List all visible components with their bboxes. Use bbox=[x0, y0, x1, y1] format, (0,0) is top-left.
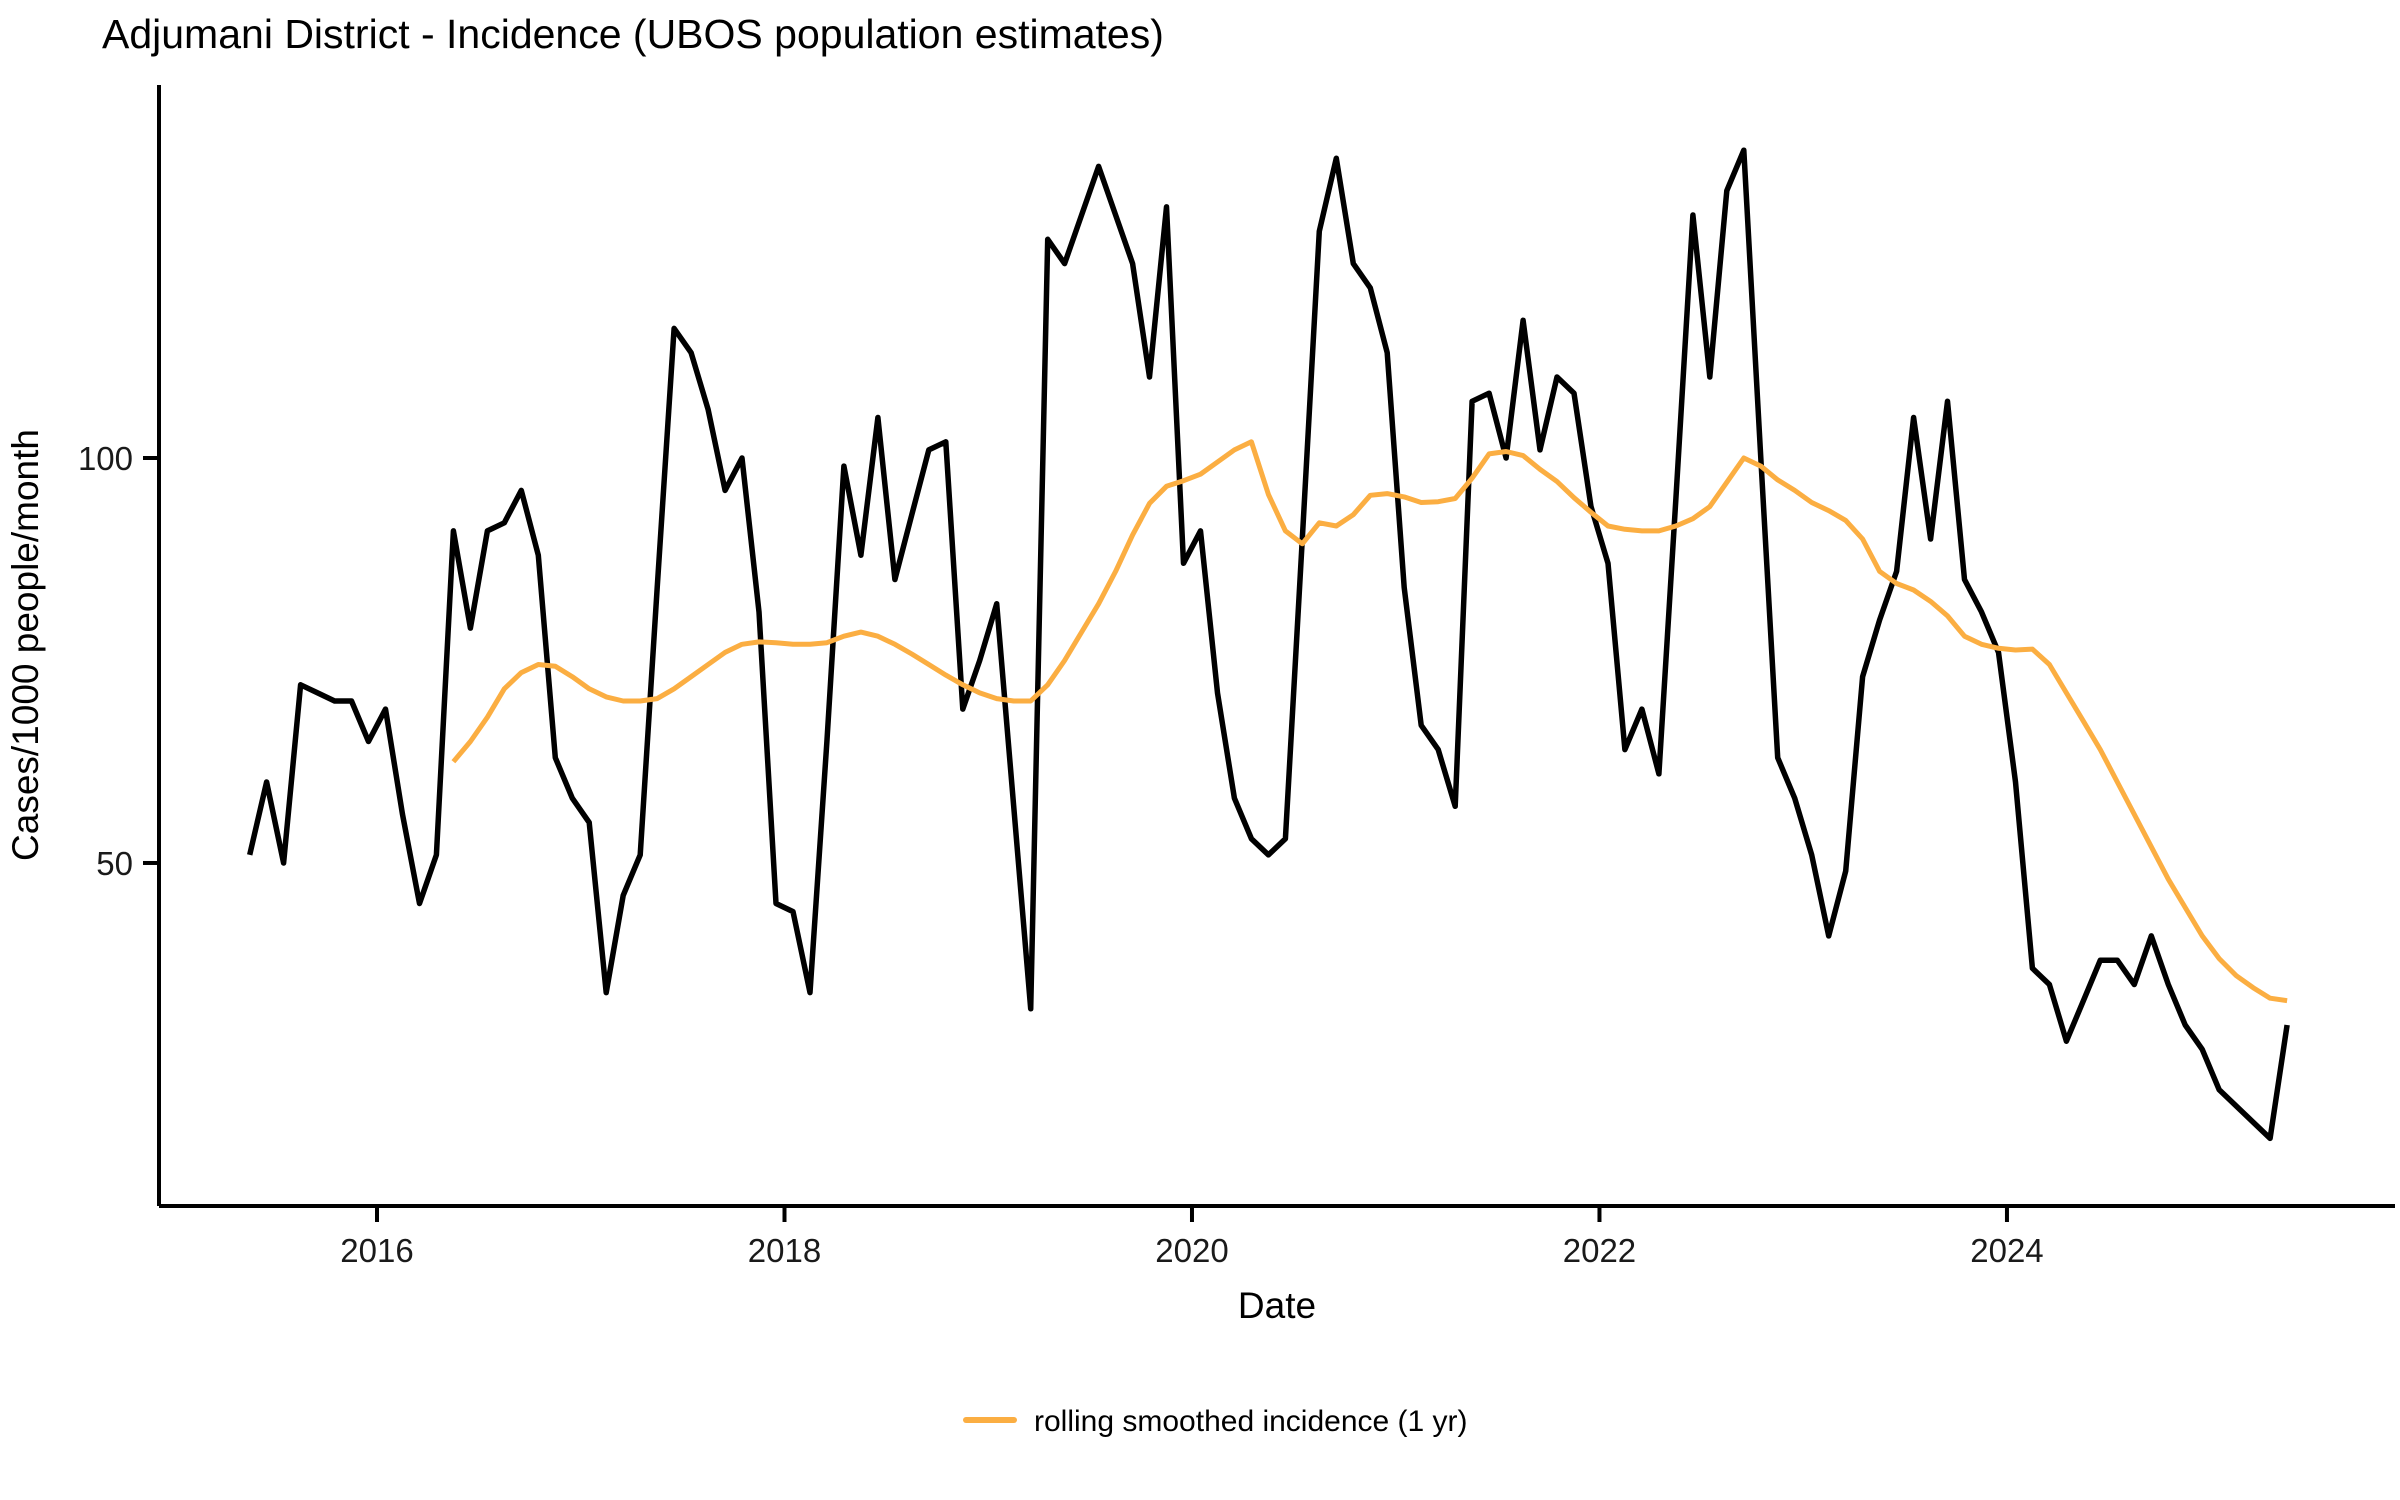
legend: rolling smoothed incidence (1 yr) bbox=[963, 1405, 1468, 1438]
x-tick-label: 2018 bbox=[748, 1232, 821, 1269]
y-tick-label: 100 bbox=[78, 440, 133, 477]
x-tick-label: 2020 bbox=[1155, 1232, 1228, 1269]
chart-title: Adjumani District - Incidence (UBOS popu… bbox=[102, 11, 1164, 57]
x-tick-label: 2024 bbox=[1970, 1232, 2043, 1269]
x-tick-label: 2022 bbox=[1563, 1232, 1636, 1269]
x-axis-ticks: 2016 2018 2020 2022 2024 bbox=[340, 1206, 2044, 1269]
incidence-line bbox=[247, 147, 2290, 1142]
x-tick-label: 2016 bbox=[340, 1232, 413, 1269]
y-tick-label: 50 bbox=[96, 845, 133, 882]
x-axis-label: Date bbox=[1238, 1285, 1316, 1326]
y-axis: 50 100 bbox=[78, 85, 161, 1206]
x-axis: 2016 2018 2020 2022 2024 bbox=[159, 1204, 2395, 1269]
y-axis-label: Cases/1000 people/month bbox=[5, 429, 46, 861]
legend-label: rolling smoothed incidence (1 yr) bbox=[1034, 1405, 1468, 1438]
y-axis-ticks: 50 100 bbox=[78, 440, 159, 882]
series-lines bbox=[247, 147, 2290, 1142]
smoothed-incidence-line bbox=[451, 439, 2288, 1004]
